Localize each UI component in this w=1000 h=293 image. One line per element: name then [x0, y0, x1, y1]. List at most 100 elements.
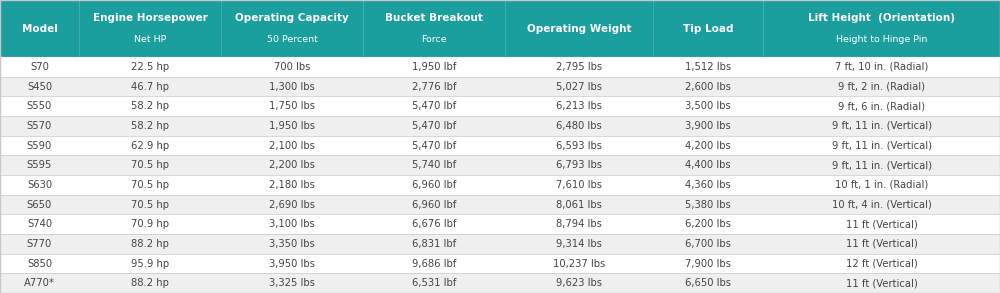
Text: 50 Percent: 50 Percent	[267, 35, 318, 45]
Text: S630: S630	[27, 180, 52, 190]
Text: 58.2 hp: 58.2 hp	[131, 121, 169, 131]
Text: 88.2 hp: 88.2 hp	[131, 239, 169, 249]
Text: 58.2 hp: 58.2 hp	[131, 101, 169, 111]
Text: 6,531 lbf: 6,531 lbf	[412, 278, 456, 288]
Text: 5,470 lbf: 5,470 lbf	[412, 141, 456, 151]
Text: 5,027 lbs: 5,027 lbs	[556, 82, 602, 92]
Text: 1,750 lbs: 1,750 lbs	[269, 101, 315, 111]
Text: 12 ft (Vertical): 12 ft (Vertical)	[846, 258, 917, 268]
Text: 8,061 lbs: 8,061 lbs	[556, 200, 602, 209]
Text: 11 ft (Vertical): 11 ft (Vertical)	[846, 278, 917, 288]
Text: 46.7 hp: 46.7 hp	[131, 82, 169, 92]
Text: Lift Height  (Orientation): Lift Height (Orientation)	[808, 13, 955, 23]
Text: 4,200 lbs: 4,200 lbs	[685, 141, 731, 151]
Text: 6,480 lbs: 6,480 lbs	[556, 121, 602, 131]
Text: 9 ft, 11 in. (Vertical): 9 ft, 11 in. (Vertical)	[832, 141, 932, 151]
Text: S650: S650	[27, 200, 52, 209]
Text: 6,700 lbs: 6,700 lbs	[685, 239, 731, 249]
Text: S70: S70	[30, 62, 49, 72]
Text: Operating Weight: Operating Weight	[527, 23, 631, 34]
Text: 70.5 hp: 70.5 hp	[131, 160, 169, 170]
Text: 9 ft, 2 in. (Radial): 9 ft, 2 in. (Radial)	[838, 82, 925, 92]
Text: 4,400 lbs: 4,400 lbs	[685, 160, 731, 170]
Text: 9 ft, 11 in. (Vertical): 9 ft, 11 in. (Vertical)	[832, 121, 932, 131]
Text: Engine Horsepower: Engine Horsepower	[93, 13, 207, 23]
Text: 6,960 lbf: 6,960 lbf	[412, 200, 456, 209]
Bar	[0, 234, 1000, 254]
Text: 1,950 lbs: 1,950 lbs	[269, 121, 315, 131]
Text: Height to Hinge Pin: Height to Hinge Pin	[836, 35, 927, 45]
Text: 3,500 lbs: 3,500 lbs	[685, 101, 731, 111]
Bar	[0, 136, 1000, 155]
Text: 6,650 lbs: 6,650 lbs	[685, 278, 731, 288]
Bar	[0, 116, 1000, 136]
Text: 10 ft, 1 in. (Radial): 10 ft, 1 in. (Radial)	[835, 180, 928, 190]
Bar	[0, 195, 1000, 214]
Text: 9,686 lbf: 9,686 lbf	[412, 258, 456, 268]
Text: 3,900 lbs: 3,900 lbs	[685, 121, 731, 131]
Text: 9,314 lbs: 9,314 lbs	[556, 239, 602, 249]
Text: S740: S740	[27, 219, 52, 229]
Text: 5,740 lbf: 5,740 lbf	[412, 160, 456, 170]
Text: Model: Model	[22, 23, 57, 34]
Text: 6,831 lbf: 6,831 lbf	[412, 239, 456, 249]
Text: 7,610 lbs: 7,610 lbs	[556, 180, 602, 190]
Text: Bucket Breakout: Bucket Breakout	[385, 13, 483, 23]
Text: 11 ft (Vertical): 11 ft (Vertical)	[846, 239, 917, 249]
Text: 3,350 lbs: 3,350 lbs	[269, 239, 315, 249]
Text: 2,100 lbs: 2,100 lbs	[269, 141, 315, 151]
Text: 6,213 lbs: 6,213 lbs	[556, 101, 602, 111]
Text: 88.2 hp: 88.2 hp	[131, 278, 169, 288]
Text: 2,690 lbs: 2,690 lbs	[269, 200, 315, 209]
Text: S570: S570	[27, 121, 52, 131]
Bar	[0, 96, 1000, 116]
Text: 70.5 hp: 70.5 hp	[131, 200, 169, 209]
Bar	[0, 0, 1000, 57]
Text: 7 ft, 10 in. (Radial): 7 ft, 10 in. (Radial)	[835, 62, 928, 72]
Bar	[0, 214, 1000, 234]
Text: 70.5 hp: 70.5 hp	[131, 180, 169, 190]
Text: 2,200 lbs: 2,200 lbs	[269, 160, 315, 170]
Text: Force: Force	[421, 35, 447, 45]
Text: Operating Capacity: Operating Capacity	[235, 13, 349, 23]
Text: S595: S595	[27, 160, 52, 170]
Bar	[0, 155, 1000, 175]
Text: 22.5 hp: 22.5 hp	[131, 62, 169, 72]
Text: 5,470 lbf: 5,470 lbf	[412, 121, 456, 131]
Text: 700 lbs: 700 lbs	[274, 62, 310, 72]
Text: 6,593 lbs: 6,593 lbs	[556, 141, 602, 151]
Text: Net HP: Net HP	[134, 35, 166, 45]
Text: 70.9 hp: 70.9 hp	[131, 219, 169, 229]
Text: 3,100 lbs: 3,100 lbs	[269, 219, 315, 229]
Text: A770*: A770*	[24, 278, 55, 288]
Text: 3,325 lbs: 3,325 lbs	[269, 278, 315, 288]
Text: 6,676 lbf: 6,676 lbf	[412, 219, 456, 229]
Text: Tip Load: Tip Load	[683, 23, 733, 34]
Text: 1,300 lbs: 1,300 lbs	[269, 82, 315, 92]
Text: S450: S450	[27, 82, 52, 92]
Bar	[0, 273, 1000, 293]
Text: 62.9 hp: 62.9 hp	[131, 141, 169, 151]
Text: 2,600 lbs: 2,600 lbs	[685, 82, 731, 92]
Text: 6,793 lbs: 6,793 lbs	[556, 160, 602, 170]
Text: 95.9 hp: 95.9 hp	[131, 258, 169, 268]
Text: 2,776 lbf: 2,776 lbf	[412, 82, 456, 92]
Bar	[0, 175, 1000, 195]
Text: 6,960 lbf: 6,960 lbf	[412, 180, 456, 190]
Text: 5,470 lbf: 5,470 lbf	[412, 101, 456, 111]
Text: 9 ft, 6 in. (Radial): 9 ft, 6 in. (Radial)	[838, 101, 925, 111]
Text: S770: S770	[27, 239, 52, 249]
Text: 5,380 lbs: 5,380 lbs	[685, 200, 731, 209]
Text: 7,900 lbs: 7,900 lbs	[685, 258, 731, 268]
Text: 11 ft (Vertical): 11 ft (Vertical)	[846, 219, 917, 229]
Text: 1,512 lbs: 1,512 lbs	[685, 62, 731, 72]
Text: 2,795 lbs: 2,795 lbs	[556, 62, 602, 72]
Text: S850: S850	[27, 258, 52, 268]
Text: 9,623 lbs: 9,623 lbs	[556, 278, 602, 288]
Text: 10,237 lbs: 10,237 lbs	[553, 258, 605, 268]
Text: 1,950 lbf: 1,950 lbf	[412, 62, 456, 72]
Text: 6,200 lbs: 6,200 lbs	[685, 219, 731, 229]
Text: S590: S590	[27, 141, 52, 151]
Text: 3,950 lbs: 3,950 lbs	[269, 258, 315, 268]
Text: 8,794 lbs: 8,794 lbs	[556, 219, 602, 229]
